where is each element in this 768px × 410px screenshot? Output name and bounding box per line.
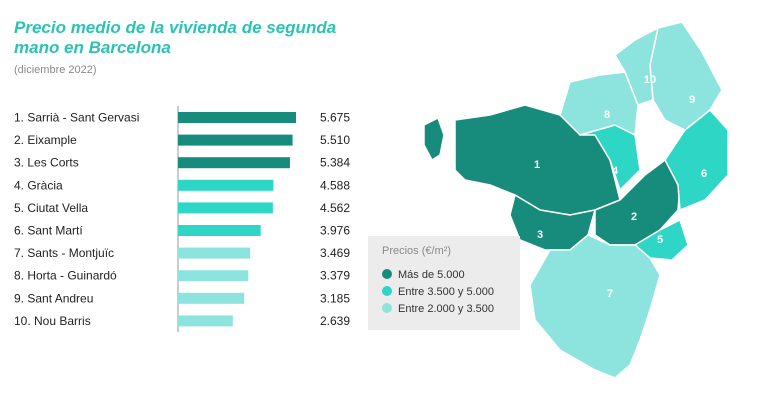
legend-swatch-mid <box>382 286 392 296</box>
value-label: 2.639 <box>320 314 350 328</box>
district-label-2: 2 <box>631 211 637 223</box>
legend-title: Precios (€/m²) <box>382 245 452 257</box>
value-label: 4.588 <box>320 178 350 192</box>
district-label-1: 1 <box>534 159 540 171</box>
legend: Precios (€/m²) Más de 5.000 Entre 3.500 … <box>368 236 520 330</box>
bar <box>178 270 249 282</box>
category-label: 5. Ciutat Vella <box>14 201 88 215</box>
value-label: 3.379 <box>320 269 350 283</box>
district-8-shape <box>559 71 639 136</box>
district-label-8: 8 <box>604 109 610 121</box>
category-label: 10. Nou Barris <box>14 314 91 328</box>
legend-item-mid: Entre 3.500 y 5.000 <box>382 285 494 299</box>
value-label: 5.384 <box>320 156 350 170</box>
bar <box>178 292 245 304</box>
bar <box>178 225 261 236</box>
bar-chart: 1. Sarrià - Sant Gervasi 5.675 2. Eixample… <box>14 106 350 332</box>
district-7-shape <box>529 234 661 379</box>
legend-swatch-high <box>382 269 392 279</box>
district-label-7: 7 <box>607 288 613 300</box>
value-label: 5.675 <box>320 111 350 125</box>
bar <box>178 134 293 146</box>
category-label: 8. Horta - Guinardó <box>14 269 117 283</box>
district-label-5: 5 <box>657 234 663 246</box>
district-islet-shape <box>423 117 445 161</box>
legend-label-mid: Entre 3.500 y 5.000 <box>398 286 495 298</box>
bar <box>178 315 233 327</box>
district-label-10: 10 <box>644 74 656 86</box>
bar <box>178 202 273 214</box>
category-label: 4. Gràcia <box>14 178 63 192</box>
category-label: 2. Eixample <box>14 133 77 147</box>
bar <box>178 247 251 259</box>
legend-item-high: Más de 5.000 <box>382 268 465 282</box>
value-label: 3.185 <box>320 291 350 305</box>
district-label-3: 3 <box>537 229 543 241</box>
value-label: 3.469 <box>320 246 350 260</box>
category-label: 1. Sarrià - Sant Gervasi <box>14 111 139 125</box>
chart-title: Precio medio de la vivienda de segunda m… <box>14 18 337 57</box>
category-label: 7. Sants - Montjuïc <box>14 246 114 260</box>
chart-subtitle: (diciembre 2022) <box>14 64 97 76</box>
district-label-6: 6 <box>701 168 707 180</box>
legend-label-low: Entre 2.000 y 3.500 <box>398 303 495 315</box>
legend-item-low: Entre 2.000 y 3.500 <box>382 302 494 316</box>
legend-label-high: Más de 5.000 <box>398 269 465 281</box>
category-label: 6. Sant Martí <box>14 224 83 238</box>
legend-swatch-low <box>382 303 392 313</box>
bar <box>178 112 296 123</box>
district-map: 1 2 3 4 5 6 7 8 9 10 <box>423 21 729 379</box>
district-label-4: 4 <box>612 165 619 177</box>
district-10-shape <box>614 27 659 106</box>
category-label: 3. Les Corts <box>14 156 79 170</box>
value-label: 3.976 <box>320 224 350 238</box>
bar <box>178 157 290 169</box>
value-label: 4.562 <box>320 201 350 215</box>
district-label-9: 9 <box>689 94 695 106</box>
value-label: 5.510 <box>320 133 350 147</box>
category-label: 9. Sant Andreu <box>14 291 93 305</box>
bar <box>178 179 274 191</box>
